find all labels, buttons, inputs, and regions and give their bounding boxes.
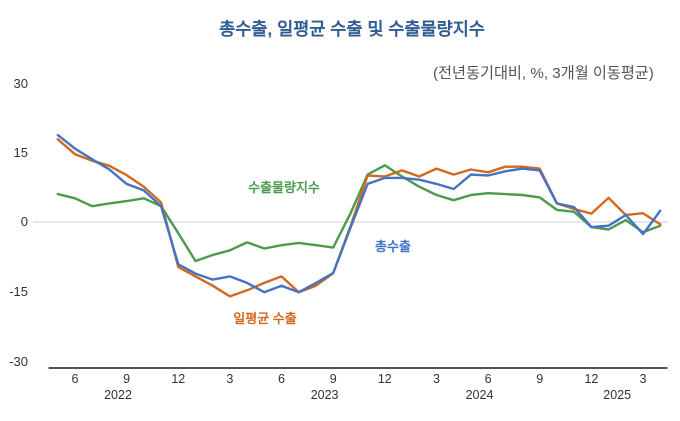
svg-text:9: 9: [123, 372, 130, 386]
svg-text:-15: -15: [9, 284, 28, 299]
svg-text:수출물량지수: 수출물량지수: [248, 180, 320, 195]
svg-text:12: 12: [584, 372, 598, 386]
svg-text:일평균 수출: 일평균 수출: [233, 311, 296, 326]
svg-text:2024: 2024: [466, 388, 494, 402]
svg-text:3: 3: [640, 372, 647, 386]
svg-text:15: 15: [14, 145, 28, 160]
svg-text:6: 6: [278, 372, 285, 386]
svg-text:12: 12: [171, 372, 185, 386]
svg-text:9: 9: [330, 372, 337, 386]
svg-text:총수출: 총수출: [375, 239, 411, 254]
svg-text:-30: -30: [9, 354, 28, 369]
svg-text:2023: 2023: [311, 388, 339, 402]
svg-text:3: 3: [226, 372, 233, 386]
svg-text:2025: 2025: [603, 388, 631, 402]
svg-text:9: 9: [536, 372, 543, 386]
svg-text:2022: 2022: [104, 388, 132, 402]
svg-text:6: 6: [72, 372, 79, 386]
svg-text:6: 6: [485, 372, 492, 386]
svg-text:0: 0: [21, 214, 28, 229]
svg-text:3: 3: [433, 372, 440, 386]
svg-text:12: 12: [378, 372, 392, 386]
svg-text:30: 30: [14, 76, 28, 91]
